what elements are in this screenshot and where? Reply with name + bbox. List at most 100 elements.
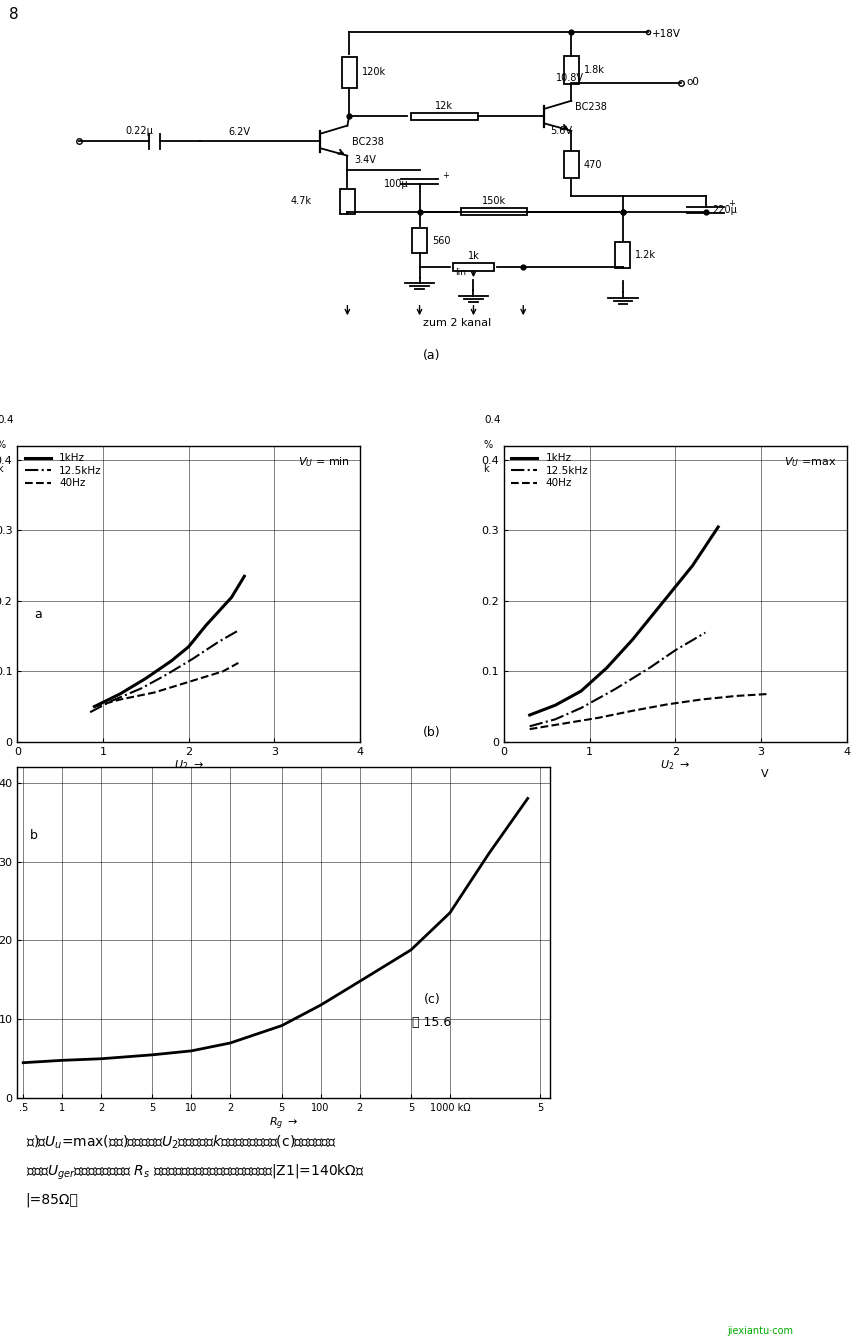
40Hz	[765, 686, 775, 702]
Text: $V_U$ =max: $V_U$ =max	[785, 455, 836, 469]
1kHz	[524, 706, 535, 723]
40Hz	[89, 698, 99, 714]
12.5kHz	[187, 650, 198, 666]
40Hz	[218, 663, 228, 680]
Line: 1kHz: 1kHz	[530, 526, 718, 714]
1kHz	[167, 653, 177, 669]
X-axis label: $U_2$ $\rightarrow$: $U_2$ $\rightarrow$	[174, 757, 204, 772]
Text: 150k: 150k	[482, 196, 506, 207]
12.5kHz	[106, 693, 117, 709]
12.5kHz	[645, 659, 655, 676]
Line: 40Hz: 40Hz	[530, 694, 770, 729]
12.5kHz	[85, 704, 95, 720]
Text: zum 2 kanal: zum 2 kanal	[422, 317, 491, 328]
1kHz	[576, 684, 587, 700]
40Hz	[696, 692, 706, 708]
1kHz	[653, 600, 664, 616]
Text: 0.4: 0.4	[484, 415, 500, 426]
Text: 小)和$U_u$=max(最大)时输出电压$U_2$同畚变系数$k$间的关系曲线。图(c)示出输出端的
射电压$U_{ger}$同输入端级联阻抗 $R_s$ 间: 小)和$U_u$=max(最大)时输出电压$U_2$同畚变系数$k$间的关系曲线…	[26, 1133, 365, 1206]
12.5kHz	[524, 719, 535, 735]
12.5kHz	[550, 712, 561, 728]
1kHz	[550, 697, 561, 713]
1kHz	[183, 639, 194, 655]
1kHz	[713, 518, 723, 535]
Text: 3.4V: 3.4V	[354, 156, 376, 165]
Text: 0.4: 0.4	[0, 415, 14, 426]
40Hz	[149, 685, 160, 701]
Text: 图 15.6: 图 15.6	[412, 1017, 452, 1029]
12.5kHz	[162, 666, 173, 682]
Bar	[453, 263, 494, 270]
Text: %: %	[0, 441, 6, 450]
1kHz	[687, 557, 697, 573]
Text: 1k: 1k	[467, 251, 480, 262]
40Hz	[115, 692, 125, 708]
12.5kHz	[213, 634, 224, 650]
Text: BC238: BC238	[352, 137, 384, 146]
Text: (c): (c)	[423, 994, 441, 1006]
X-axis label: $R_g$ $\rightarrow$: $R_g$ $\rightarrow$	[270, 1116, 299, 1132]
Text: 220μ: 220μ	[712, 204, 737, 215]
12.5kHz	[610, 681, 620, 697]
Text: jiexiantu·com: jiexiantu·com	[727, 1327, 793, 1336]
Bar	[412, 228, 427, 252]
Bar	[564, 55, 579, 83]
Bar	[411, 113, 478, 120]
1kHz	[89, 698, 99, 714]
Line: 12.5kHz: 12.5kHz	[530, 633, 705, 727]
Text: +: +	[728, 199, 735, 208]
Text: lin: lin	[455, 269, 467, 277]
Text: 560: 560	[432, 236, 450, 246]
Bar	[461, 208, 527, 215]
1kHz	[627, 631, 638, 647]
Text: V: V	[275, 768, 282, 779]
Text: 10.8V: 10.8V	[556, 74, 584, 83]
1kHz	[141, 670, 151, 686]
40Hz	[662, 697, 672, 713]
Text: 5.6V: 5.6V	[550, 126, 573, 136]
1kHz	[226, 590, 237, 606]
Text: 100μ: 100μ	[384, 179, 409, 189]
Text: 1.8k: 1.8k	[584, 64, 605, 75]
Bar	[615, 242, 630, 269]
Line: 12.5kHz: 12.5kHz	[90, 630, 238, 712]
12.5kHz	[137, 680, 147, 696]
Text: +18V: +18V	[651, 28, 681, 39]
X-axis label: $U_2$ $\rightarrow$: $U_2$ $\rightarrow$	[660, 757, 690, 772]
Legend: 1kHz, 12.5kHz, 40Hz: 1kHz, 12.5kHz, 40Hz	[509, 451, 590, 490]
Text: 120k: 120k	[361, 67, 385, 77]
Text: V: V	[761, 768, 769, 779]
12.5kHz	[233, 622, 244, 638]
Text: 470: 470	[584, 160, 602, 171]
40Hz	[593, 710, 603, 727]
Text: BC238: BC238	[575, 102, 607, 113]
Text: +: +	[442, 171, 448, 180]
40Hz	[183, 674, 194, 690]
1kHz	[200, 618, 211, 634]
Text: (b): (b)	[423, 727, 441, 739]
12.5kHz	[700, 624, 710, 641]
Text: %: %	[484, 441, 492, 450]
Bar	[564, 152, 579, 179]
Text: k: k	[484, 463, 489, 474]
40Hz	[524, 721, 535, 737]
1kHz	[670, 579, 681, 595]
Text: 8: 8	[9, 7, 18, 21]
Text: 6.2V: 6.2V	[229, 128, 251, 137]
Line: 40Hz: 40Hz	[94, 663, 238, 706]
Text: b: b	[30, 830, 38, 842]
Text: a: a	[35, 608, 42, 620]
Line: 1kHz: 1kHz	[94, 576, 245, 706]
Bar	[341, 56, 357, 87]
Text: 0.22μ: 0.22μ	[125, 126, 153, 136]
Text: 12k: 12k	[435, 101, 454, 111]
40Hz	[559, 716, 569, 732]
12.5kHz	[670, 642, 681, 658]
1kHz	[239, 568, 250, 584]
Bar	[340, 188, 355, 215]
Text: 4.7k: 4.7k	[291, 196, 312, 207]
Text: (a): (a)	[423, 349, 441, 361]
40Hz	[730, 688, 740, 704]
Text: o0: o0	[687, 78, 700, 87]
40Hz	[233, 655, 244, 672]
